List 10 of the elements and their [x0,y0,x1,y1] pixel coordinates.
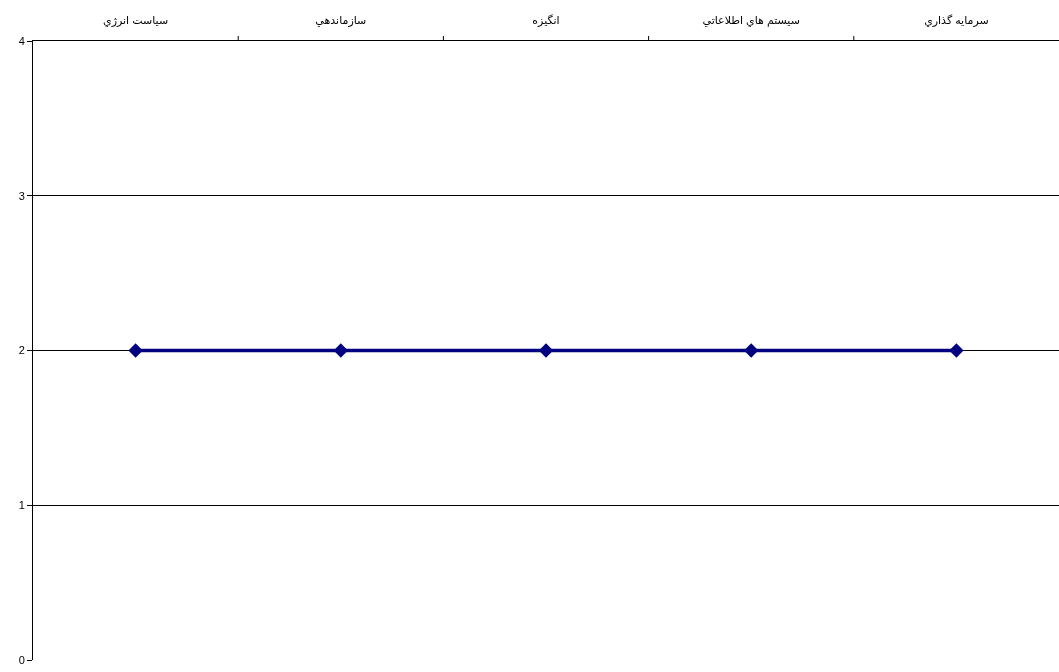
x-tick-label: سياست انرژي [103,13,169,27]
y-tick-label: 3 [18,189,25,202]
y-tick-label: 0 [18,653,25,666]
x-tick-label: سيستم هاي اطلاعاتي [702,13,800,27]
y-tick-label: 4 [18,34,25,47]
x-tick-label: انگيزه [532,13,560,27]
y-tick-label: 2 [18,344,25,357]
x-tick-label: سرمايه گذاري [924,13,989,27]
x-tick-label: سازماندهي [315,13,367,27]
y-tick-label: 1 [18,499,25,512]
